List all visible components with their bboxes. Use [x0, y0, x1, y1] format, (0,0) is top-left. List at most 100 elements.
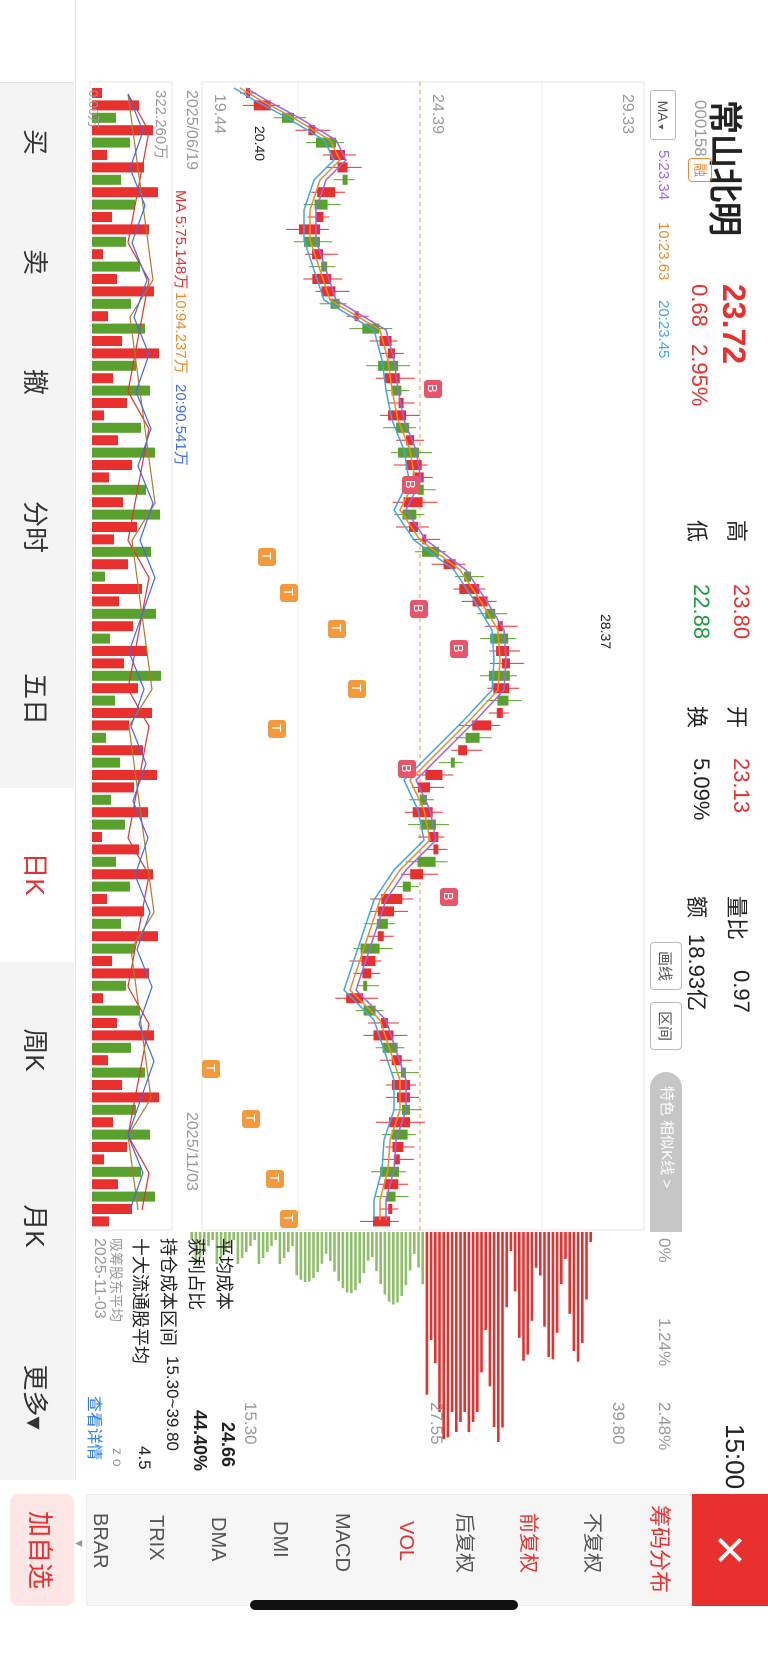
candle-body — [410, 869, 424, 880]
volume-bar — [92, 794, 111, 805]
tab-week-k[interactable]: 周K — [20, 1028, 51, 1072]
volume-bar — [92, 956, 112, 966]
chip-bar — [261, 1232, 265, 1258]
volume-bar — [92, 460, 132, 470]
trade-marker — [258, 548, 276, 566]
chip-pct-2: 2.48% — [655, 1402, 674, 1451]
volume-ma10-legend: 10:94.237万 — [172, 292, 189, 374]
tab-five-day[interactable]: 五日 — [20, 672, 51, 725]
vol-indicator[interactable]: VOL — [395, 1521, 417, 1562]
top10-label: 十大流通股平均 — [130, 1238, 150, 1364]
chip-bar — [572, 1232, 576, 1352]
volume-bar — [92, 1204, 132, 1214]
chip-bar — [387, 1232, 391, 1302]
chip-bar — [366, 1232, 370, 1261]
volume-zero: 0.00万 — [86, 90, 101, 129]
volume-bar — [92, 869, 153, 880]
dmi-indicator[interactable]: DMI — [269, 1521, 291, 1558]
chip-distribution-tab[interactable]: 筹码分布 — [647, 1505, 672, 1594]
trade-marker-label: T — [243, 1114, 258, 1122]
volume-bar — [92, 484, 146, 495]
volume-bar — [92, 596, 119, 607]
volume-bar — [92, 385, 150, 396]
close-button[interactable]: × — [692, 1494, 768, 1606]
volume-bar — [92, 745, 143, 756]
tab-day-k[interactable]: 日K — [20, 852, 51, 896]
trix-indicator[interactable]: TRIX — [145, 1515, 167, 1561]
add-watchlist-button[interactable]: 加自选 — [10, 1494, 74, 1606]
volume-bar — [92, 534, 114, 545]
macd-indicator[interactable]: MACD — [331, 1513, 353, 1572]
chip-bar — [459, 1232, 462, 1422]
volume-ma20-legend: 20:90.541万 — [172, 384, 189, 466]
trade-marker — [280, 1210, 298, 1228]
candle-body — [362, 968, 372, 979]
chip-bar — [320, 1232, 324, 1264]
chip-bar — [555, 1232, 559, 1333]
chip-bar — [266, 1232, 269, 1252]
candle-body — [377, 931, 384, 942]
volume-bar — [92, 881, 130, 892]
chip-detail-link[interactable]: 查看详情 — [85, 1396, 102, 1461]
volume-bar — [92, 1191, 155, 1202]
volume-bar — [92, 658, 124, 669]
chip-bar — [312, 1232, 315, 1279]
volume-bar — [92, 1179, 118, 1190]
chip-distribution-chart[interactable] — [88, 1232, 688, 1482]
tab-intraday[interactable]: 分时 — [20, 500, 51, 553]
chip-bar — [308, 1232, 311, 1282]
chip-bar — [371, 1232, 374, 1258]
chip-bar — [358, 1232, 361, 1284]
candle-body — [406, 435, 415, 446]
chip-bar — [396, 1232, 399, 1303]
candle-body — [380, 1166, 400, 1177]
chip-bar — [274, 1232, 277, 1240]
candle-body — [465, 732, 480, 743]
chip-bar — [341, 1232, 345, 1289]
chip-bar — [383, 1232, 387, 1295]
chip-bar — [249, 1232, 252, 1246]
avg-cost-value: 24.66 — [218, 1422, 238, 1468]
candle-body — [425, 770, 443, 780]
volume-bar — [92, 286, 154, 297]
volume-bar — [92, 125, 153, 136]
tab-more[interactable]: 更多▾ — [20, 1364, 51, 1430]
volume-bar — [92, 112, 116, 123]
volume-bar — [92, 1030, 154, 1041]
candle-body — [342, 174, 348, 185]
volume-ma-line — [127, 93, 150, 1211]
no-adjust-option[interactable]: 不复权 — [581, 1513, 603, 1573]
chip-bar — [421, 1232, 424, 1285]
candle-body — [496, 646, 510, 656]
trade-marker-label: T — [203, 1064, 218, 1072]
price-panel-frame — [201, 81, 645, 1231]
chip-bar — [354, 1232, 357, 1291]
volume-bar — [92, 162, 144, 173]
trade-marker — [424, 380, 442, 398]
trade-marker-label: B — [399, 764, 414, 773]
candle-body — [497, 695, 509, 706]
volume-bar — [92, 807, 148, 818]
volume-ma-line — [127, 93, 156, 1211]
volume-bar — [92, 832, 102, 842]
tab-cancel[interactable]: 撤 — [20, 368, 51, 395]
chip-bar — [564, 1232, 567, 1259]
candle-body — [315, 212, 324, 222]
trade-marker-label: T — [259, 552, 274, 560]
tab-month-k[interactable]: 月K — [20, 1204, 51, 1248]
tab-sell[interactable]: 卖 — [20, 248, 51, 275]
forward-adjust-option[interactable]: 前复权 — [517, 1513, 539, 1573]
chip-bar — [492, 1232, 496, 1428]
chip-bar — [551, 1232, 555, 1360]
kline-chart[interactable]: B B B B B B T T T T T T T T T — [88, 0, 768, 1232]
volume-bar — [92, 88, 102, 98]
tab-buy[interactable]: 买 — [20, 128, 51, 155]
chip-bar — [576, 1232, 580, 1362]
chip-bar — [476, 1232, 479, 1412]
brar-indicator[interactable]: BRAR — [89, 1513, 111, 1569]
dma-indicator[interactable]: DMA — [207, 1517, 229, 1562]
profit-value: 44.40% — [190, 1410, 210, 1472]
backward-adjust-option[interactable]: 后复权 — [453, 1513, 475, 1573]
chip-bar — [236, 1232, 240, 1264]
volume-bar — [92, 150, 107, 160]
